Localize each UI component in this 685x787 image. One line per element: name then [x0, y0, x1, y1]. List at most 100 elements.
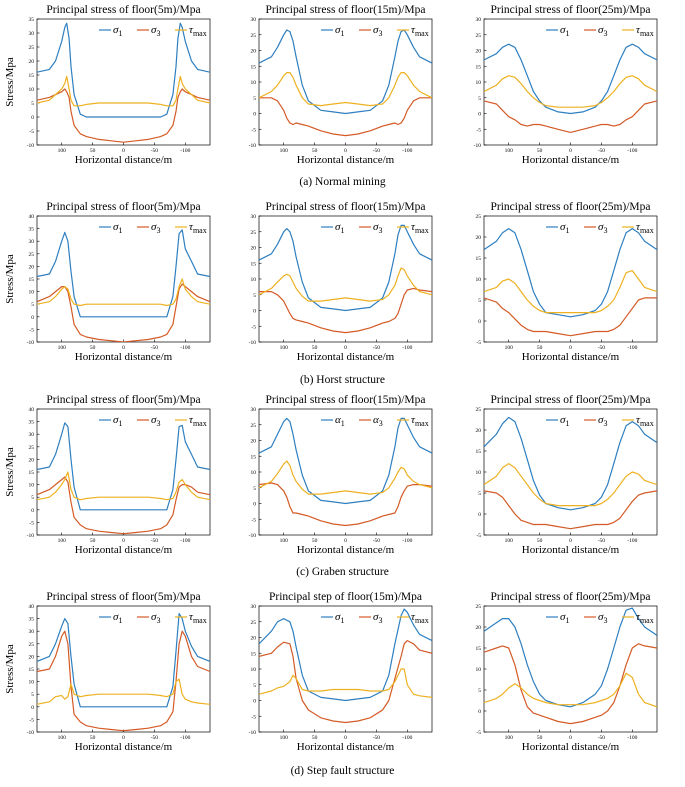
x-tick-label: -50 — [373, 148, 381, 154]
series-line — [484, 416, 657, 511]
y-tick-label: -5 — [29, 520, 34, 526]
y-tick-label: 10 — [251, 470, 257, 476]
y-tick-label: 5 — [478, 491, 481, 497]
x-tick-label: 0 — [122, 148, 125, 154]
y-axis-label: Stress/Mpa — [4, 254, 16, 304]
chart-title: Principal stress of floor(25m)/Mpa — [490, 4, 650, 16]
y-tick-label: 30 — [251, 214, 257, 220]
x-tick-label: 0 — [569, 345, 572, 351]
x-tick-label: -50 — [151, 345, 159, 351]
series-line — [37, 630, 210, 732]
y-tick-label: 25 — [476, 604, 482, 610]
legend-label: σ3 — [598, 24, 607, 38]
y-tick-label: -10 — [474, 143, 482, 149]
series-line — [484, 463, 657, 507]
y-tick-label: 30 — [29, 432, 35, 438]
legend-label: τmax — [189, 24, 207, 38]
x-tick-label: 100 — [505, 148, 514, 154]
series-line — [484, 228, 657, 318]
legend-label: τmax — [411, 611, 429, 625]
x-tick-label: 50 — [90, 345, 96, 351]
axes-box — [483, 408, 658, 536]
x-tick-label: 0 — [569, 538, 572, 544]
x-tick-label: -100 — [180, 148, 190, 154]
y-tick-label: 0 — [31, 315, 34, 321]
x-tick-label: -50 — [598, 148, 606, 154]
x-tick-label: 50 — [90, 538, 96, 544]
y-tick-label: 30 — [251, 17, 257, 23]
x-tick-label: 100 — [280, 148, 289, 154]
y-tick-label: 20 — [29, 264, 35, 270]
y-tick-label: 15 — [476, 64, 482, 70]
caption-graben-structure: (c) Graben structure — [296, 566, 389, 578]
y-tick-label: 10 — [476, 470, 482, 476]
y-tick-label: 20 — [476, 428, 482, 434]
legend-label: σ1 — [113, 24, 122, 38]
y-tick-label: 15 — [476, 449, 482, 455]
y-tick-label: 5 — [31, 302, 34, 308]
chart-title: Principal stress of floor(5m)/Mpa — [46, 591, 200, 603]
y-tick-label: 5 — [31, 495, 34, 501]
chart-panel: Principal stress of floor(15m)/Mpa-10-50… — [249, 201, 433, 363]
x-tick-label: 100 — [280, 345, 289, 351]
y-tick-label: 25 — [29, 252, 35, 258]
y-tick-label: 10 — [251, 667, 257, 673]
x-tick-label: 50 — [312, 538, 318, 544]
x-tick-label: 100 — [505, 538, 514, 544]
series-line — [37, 422, 210, 511]
chart-title: Principal stress of floor(15m)/Mpa — [265, 394, 425, 406]
y-tick-label: 10 — [29, 680, 35, 686]
axes-box — [483, 18, 658, 146]
y-tick-label: 20 — [476, 625, 482, 631]
x-tick-label: -100 — [627, 148, 637, 154]
x-tick-label: -100 — [627, 538, 637, 544]
caption-step-fault-structure: (d) Step fault structure — [290, 765, 395, 777]
y-tick-label: 15 — [251, 454, 257, 460]
series-line — [37, 88, 210, 143]
x-tick-label: -100 — [402, 735, 412, 741]
legend-label: α3 — [373, 414, 383, 428]
series-line — [484, 100, 657, 133]
x-tick-label: 50 — [90, 735, 96, 741]
y-tick-label: 0 — [478, 512, 481, 518]
y-tick-label: 10 — [29, 87, 35, 93]
chart-panel: Principal stress of floor(25m)/Mpa-50510… — [476, 591, 658, 753]
y-tick-label: 40 — [29, 407, 35, 413]
x-axis-label: Horizontal distance/m — [297, 154, 395, 166]
x-tick-label: 100 — [505, 735, 514, 741]
y-tick-label: 25 — [29, 642, 35, 648]
series-line — [259, 97, 432, 137]
legend-label: τmax — [411, 221, 429, 235]
legend-label: σ1 — [335, 24, 344, 38]
x-axis-label: Horizontal distance/m — [522, 351, 620, 363]
legend-label: τmax — [411, 414, 429, 428]
chart-panel: Principal stress of floor(25m)/Mpa -10 -50… — [474, 4, 658, 166]
x-tick-label: 0 — [344, 148, 347, 154]
x-axis-label: Horizontal distance/m — [75, 741, 173, 753]
y-tick-label: 15 — [251, 651, 257, 657]
y-tick-label: -5 — [251, 517, 256, 523]
legend-label: σ3 — [598, 414, 607, 428]
y-tick-label: 0 — [478, 112, 481, 118]
series-line — [484, 607, 657, 708]
y-tick-label: 5 — [253, 96, 256, 102]
chart-title: Principal stress of floor(25m)/Mpa — [490, 591, 650, 603]
series-line — [259, 287, 432, 334]
x-tick-label: 100 — [505, 345, 514, 351]
y-tick-label: 15 — [29, 277, 35, 283]
series-line — [484, 643, 657, 725]
x-tick-label: 0 — [569, 735, 572, 741]
series-line — [484, 672, 657, 708]
x-tick-label: -100 — [402, 345, 412, 351]
chart-panel: Principal stress of floor(25m)/Mpa-50510… — [476, 201, 658, 363]
x-tick-label: -50 — [598, 345, 606, 351]
y-tick-label: 10 — [476, 667, 482, 673]
y-tick-label: 25 — [251, 33, 257, 39]
y-tick-label: 10 — [251, 277, 257, 283]
chart-panel: Principal stress of floor(5m)/Mpa-10-505… — [4, 591, 211, 753]
legend-label: σ3 — [151, 24, 160, 38]
y-tick-label: -10 — [27, 533, 35, 539]
x-tick-label: -100 — [402, 538, 412, 544]
series-line — [37, 229, 210, 318]
x-tick-label: -50 — [373, 538, 381, 544]
